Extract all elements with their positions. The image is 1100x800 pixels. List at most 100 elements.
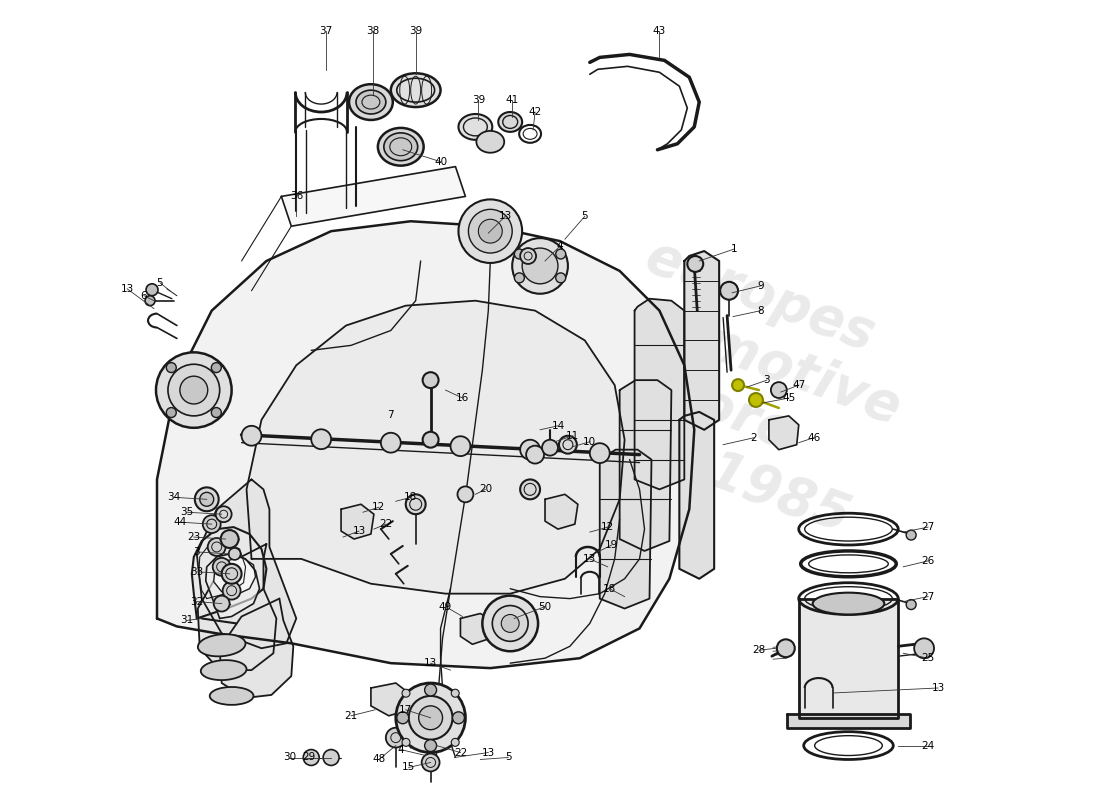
Circle shape: [311, 430, 331, 449]
Circle shape: [200, 492, 213, 506]
Circle shape: [720, 282, 738, 300]
Polygon shape: [544, 494, 578, 529]
Text: 16: 16: [455, 393, 469, 403]
Polygon shape: [282, 166, 465, 226]
Circle shape: [422, 432, 439, 448]
Text: 21: 21: [344, 710, 358, 721]
Circle shape: [526, 446, 544, 463]
Polygon shape: [799, 598, 899, 718]
Text: 45: 45: [782, 393, 795, 403]
Polygon shape: [220, 598, 294, 698]
Text: europes
automotive
store
since 1985: europes automotive store since 1985: [530, 213, 928, 547]
Circle shape: [216, 506, 232, 522]
Circle shape: [520, 479, 540, 499]
Text: 4: 4: [397, 745, 404, 754]
Text: 29: 29: [302, 753, 316, 762]
Text: 11: 11: [566, 430, 580, 441]
Circle shape: [146, 284, 158, 296]
Text: 28: 28: [752, 646, 766, 655]
Circle shape: [425, 684, 437, 696]
Text: 18: 18: [404, 492, 417, 502]
Circle shape: [323, 750, 339, 766]
Circle shape: [482, 596, 538, 651]
Circle shape: [906, 530, 916, 540]
Circle shape: [542, 440, 558, 456]
Text: 20: 20: [478, 484, 492, 494]
Circle shape: [459, 199, 522, 263]
Text: 24: 24: [922, 741, 935, 750]
Polygon shape: [157, 222, 694, 668]
Polygon shape: [191, 527, 266, 618]
Ellipse shape: [201, 660, 246, 680]
Circle shape: [451, 690, 459, 697]
Polygon shape: [371, 683, 409, 716]
Text: 26: 26: [922, 556, 935, 566]
Circle shape: [304, 750, 319, 766]
Text: 23: 23: [187, 532, 200, 542]
Text: 13: 13: [583, 554, 596, 564]
Circle shape: [469, 210, 513, 253]
Polygon shape: [461, 614, 493, 644]
Text: 42: 42: [528, 107, 541, 117]
Text: 5: 5: [582, 211, 588, 222]
Text: 9: 9: [758, 281, 764, 290]
Circle shape: [422, 372, 439, 388]
Polygon shape: [246, 301, 625, 594]
Text: 30: 30: [283, 753, 296, 762]
Text: 34: 34: [167, 492, 180, 502]
Text: 22: 22: [379, 519, 393, 529]
Circle shape: [425, 740, 437, 751]
Text: 32: 32: [190, 597, 204, 606]
Text: 4: 4: [557, 241, 563, 251]
Text: 47: 47: [792, 380, 805, 390]
Polygon shape: [600, 450, 651, 609]
Circle shape: [402, 738, 410, 746]
Circle shape: [213, 596, 230, 611]
Text: 41: 41: [506, 95, 519, 105]
Circle shape: [211, 362, 221, 373]
Text: 43: 43: [652, 26, 667, 35]
Text: 48: 48: [372, 754, 385, 765]
Text: 12: 12: [372, 502, 385, 512]
Polygon shape: [206, 554, 260, 618]
Circle shape: [409, 696, 452, 740]
Circle shape: [733, 379, 744, 391]
Text: 3: 3: [194, 547, 200, 557]
Circle shape: [221, 530, 239, 548]
Text: 8: 8: [758, 306, 764, 316]
Polygon shape: [198, 544, 276, 670]
Ellipse shape: [198, 634, 245, 656]
Circle shape: [906, 600, 916, 610]
Circle shape: [451, 738, 459, 746]
Text: 38: 38: [366, 26, 379, 35]
Ellipse shape: [378, 128, 424, 166]
Text: 1: 1: [730, 244, 737, 254]
Circle shape: [559, 436, 576, 454]
Circle shape: [556, 273, 565, 283]
Circle shape: [145, 296, 155, 306]
Circle shape: [242, 426, 262, 446]
Text: 2: 2: [750, 433, 757, 442]
Circle shape: [688, 256, 703, 272]
Circle shape: [478, 219, 503, 243]
Text: 40: 40: [434, 157, 447, 166]
Text: 27: 27: [922, 522, 935, 532]
Circle shape: [166, 362, 176, 373]
Circle shape: [777, 639, 795, 658]
Circle shape: [520, 248, 536, 264]
Circle shape: [156, 352, 232, 428]
Text: 19: 19: [605, 540, 618, 550]
Text: 6: 6: [141, 290, 147, 301]
Circle shape: [396, 683, 465, 753]
Circle shape: [914, 638, 934, 658]
Circle shape: [556, 249, 565, 259]
Ellipse shape: [384, 133, 418, 161]
Text: 22: 22: [454, 747, 467, 758]
Circle shape: [202, 515, 221, 533]
Polygon shape: [680, 412, 714, 578]
Circle shape: [522, 248, 558, 284]
Text: 13: 13: [498, 211, 512, 222]
Circle shape: [458, 486, 473, 502]
Circle shape: [222, 564, 242, 584]
Circle shape: [493, 606, 528, 642]
